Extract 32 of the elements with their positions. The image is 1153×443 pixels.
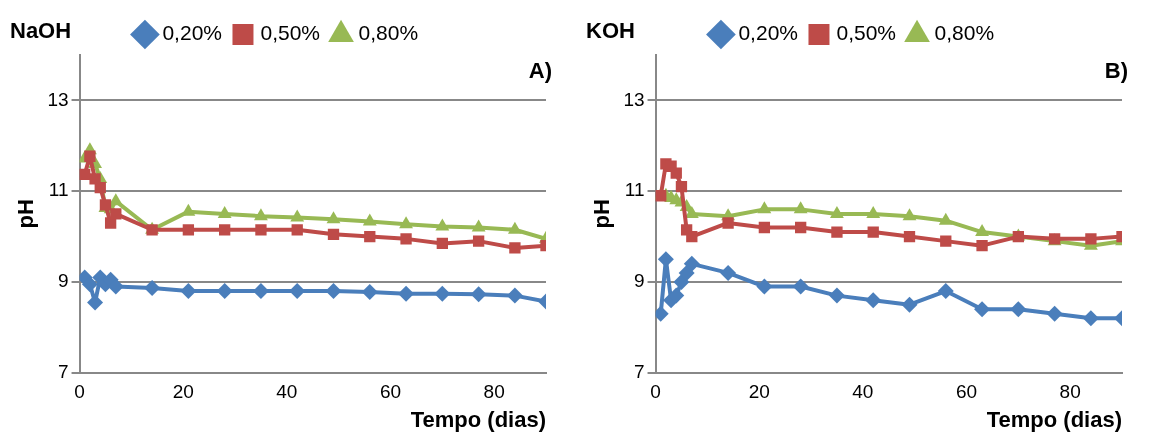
x-tick-label: 0	[650, 381, 661, 403]
annotation: A)	[528, 58, 552, 84]
y-tick-label: 7	[57, 361, 69, 383]
y-axis-title: pH	[13, 199, 39, 229]
legend-label: 0,50%	[260, 21, 321, 45]
annotation: B)	[1104, 58, 1128, 84]
y-tick-label: 13	[623, 88, 645, 110]
x-tick-label: 40	[276, 381, 298, 403]
x-tick-label: 20	[748, 381, 770, 403]
x-tick-label: 60	[955, 381, 978, 403]
x-axis-title: Tempo (dias)	[986, 406, 1122, 432]
legend-label: 0,20%	[162, 21, 222, 45]
x-tick-label: 20	[172, 381, 194, 403]
y-tick-label: 11	[624, 179, 645, 201]
y-tick-label: 9	[57, 270, 69, 292]
x-tick-label: 80	[1059, 381, 1081, 403]
legend-label: 0,20%	[738, 21, 798, 45]
y-tick-label: 13	[47, 88, 69, 110]
legend-label: 0,80%	[934, 21, 995, 45]
y-axis-title: pH	[589, 199, 615, 229]
y-tick-label: 9	[633, 270, 645, 292]
y-tick-label: 11	[48, 179, 69, 201]
x-tick-label: 80	[483, 381, 505, 403]
x-tick-label: 60	[379, 381, 402, 403]
y-tick-label: 7	[633, 361, 645, 383]
legend-label: 0,80%	[358, 21, 419, 45]
x-axis-title: Tempo (dias)	[410, 406, 546, 432]
chart-title: KOH	[586, 18, 635, 44]
legend-label: 0,50%	[836, 21, 897, 45]
x-tick-label: 0	[74, 381, 85, 403]
x-tick-label: 40	[852, 381, 874, 403]
chart-title: NaOH	[10, 18, 72, 44]
